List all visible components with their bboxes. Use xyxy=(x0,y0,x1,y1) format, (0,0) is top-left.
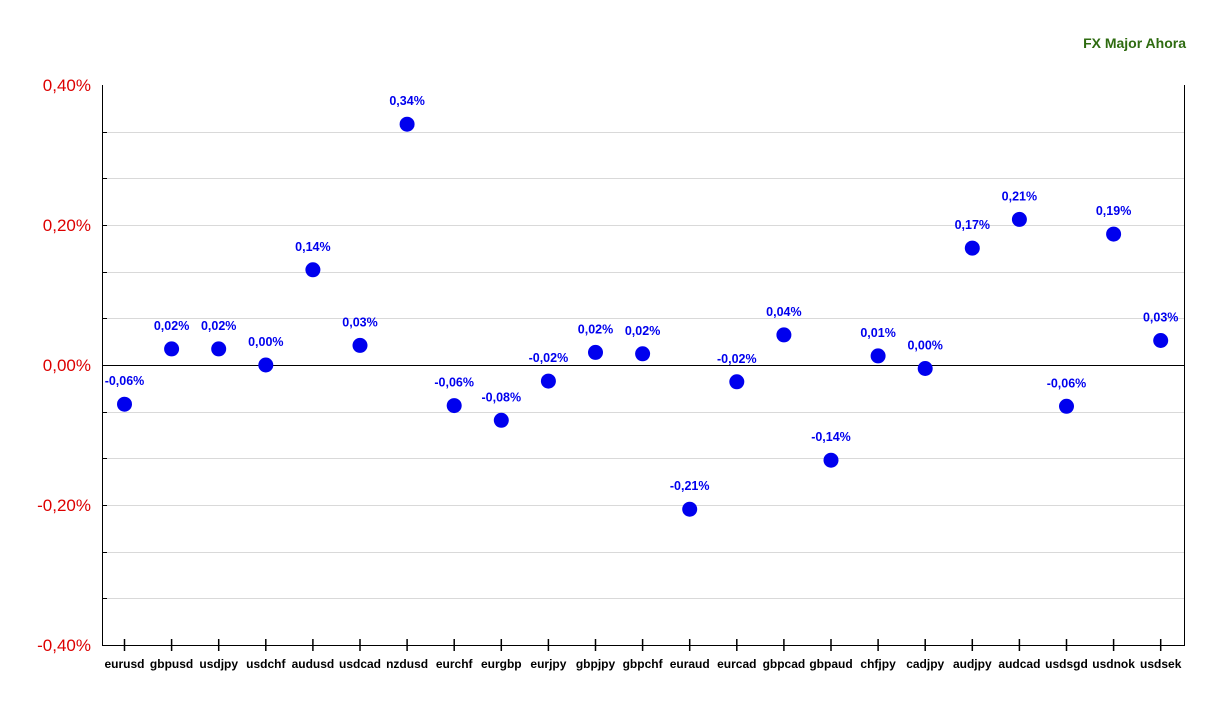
data-point xyxy=(1106,226,1122,242)
data-label: 0,04% xyxy=(766,305,801,319)
data-point xyxy=(399,116,415,132)
x-tick-label: gbpcad xyxy=(763,657,806,671)
data-label: 0,02% xyxy=(625,324,660,338)
y-axis-tick-labels: 0,40% 0,20% 0,00% -0,20% -0,40% xyxy=(37,76,91,655)
data-point xyxy=(823,452,839,468)
data-label: -0,14% xyxy=(811,430,851,444)
data-point xyxy=(870,348,886,364)
data-point xyxy=(540,373,556,389)
data-label: 0,17% xyxy=(955,218,990,232)
data-point xyxy=(211,341,227,357)
data-label: -0,06% xyxy=(1047,376,1087,390)
data-labels: -0,06% 0,02% 0,02% 0,00% 0,14% 0,03% 0,34% -0,0… xyxy=(105,94,1179,493)
data-label: -0,06% xyxy=(434,376,474,390)
data-label: 0,02% xyxy=(578,322,613,336)
x-tick-label: eurgbp xyxy=(481,657,522,671)
data-point xyxy=(729,374,745,390)
x-tick-label: nzdusd xyxy=(386,657,428,671)
x-tick-label: chfjpy xyxy=(860,657,896,671)
y-tick-label: 0,40% xyxy=(43,76,91,95)
y-tick-label: -0,20% xyxy=(37,496,91,515)
x-tick-label: gbpchf xyxy=(623,657,664,671)
y-tick-label: 0,20% xyxy=(43,216,91,235)
data-label: 0,14% xyxy=(295,240,330,254)
data-point xyxy=(1059,398,1074,414)
data-point xyxy=(258,357,274,373)
data-label: -0,02% xyxy=(529,351,569,365)
x-tick-label: gbpaud xyxy=(809,657,852,671)
x-tick-label: audjpy xyxy=(953,657,992,671)
x-tick-label: gbpjpy xyxy=(576,657,616,671)
data-point xyxy=(352,337,368,353)
data-points xyxy=(117,116,1169,517)
x-tick-label: usdnok xyxy=(1092,657,1135,671)
data-point xyxy=(117,396,132,412)
x-tick-label: gbpusd xyxy=(150,657,193,671)
data-label: 0,00% xyxy=(248,335,283,349)
x-tick-label: euraud xyxy=(670,657,710,671)
data-point xyxy=(446,398,462,414)
data-point xyxy=(1153,333,1169,348)
data-point xyxy=(588,344,603,360)
data-point xyxy=(682,501,698,517)
data-point xyxy=(1011,211,1027,227)
data-label: 0,21% xyxy=(1002,189,1037,203)
data-point xyxy=(964,240,980,256)
y-tick-label: 0,00% xyxy=(43,356,91,375)
data-label: -0,02% xyxy=(717,352,757,366)
axes xyxy=(102,85,1185,651)
data-label: -0,08% xyxy=(481,390,521,404)
data-label: 0,03% xyxy=(1143,311,1178,325)
data-label: 0,02% xyxy=(154,319,189,333)
y-tick-label: -0,40% xyxy=(37,636,91,655)
data-label: 0,00% xyxy=(907,339,942,353)
data-point xyxy=(635,346,651,362)
data-point xyxy=(493,412,509,428)
data-label: 0,03% xyxy=(342,315,377,329)
data-label: 0,01% xyxy=(860,326,895,340)
x-tick-label: cadjpy xyxy=(906,657,944,671)
data-point xyxy=(776,327,792,343)
x-tick-label: usdjpy xyxy=(199,657,238,671)
x-tick-label: eurchf xyxy=(436,657,474,671)
data-point xyxy=(305,262,321,278)
data-point xyxy=(164,341,180,357)
data-label: 0,02% xyxy=(201,319,236,333)
x-tick-label: eurcad xyxy=(717,657,756,671)
x-tick-label: usdsgd xyxy=(1045,657,1088,671)
x-axis-tick-labels: eurusd gbpusd usdjpy usdchf audusd usdcad nzdu… xyxy=(104,657,1181,671)
x-tick-label: audusd xyxy=(292,657,335,671)
x-tick-label: usdsek xyxy=(1140,657,1182,671)
data-point xyxy=(917,361,933,376)
data-label: -0,21% xyxy=(670,479,710,493)
x-tick-label: eurjpy xyxy=(530,657,566,671)
data-label: -0,06% xyxy=(105,374,145,388)
x-tick-label: usdchf xyxy=(246,657,286,671)
data-label: 0,19% xyxy=(1096,204,1131,218)
data-label: 0,34% xyxy=(389,94,424,108)
x-tick-label: audcad xyxy=(998,657,1040,671)
chart-title: FX Major Ahora xyxy=(1083,35,1186,51)
x-tick-label: eurusd xyxy=(104,657,144,671)
x-tick-label: usdcad xyxy=(339,657,381,671)
